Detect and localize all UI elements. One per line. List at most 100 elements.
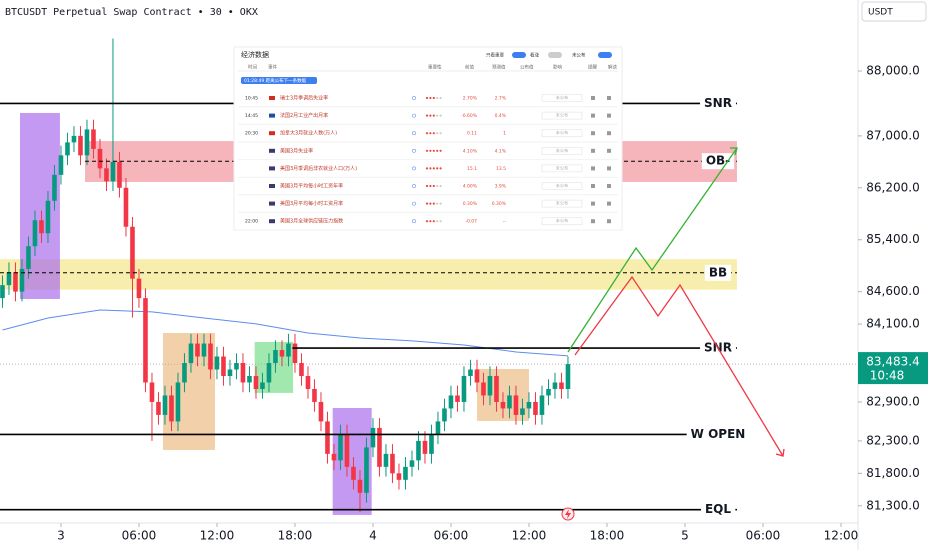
last-price-label: 83,483.4 (866, 355, 919, 369)
candle-body (299, 363, 304, 376)
axes: 88,000.0 87,000.0 86,200.0 85,400.0 84,600.0… (57, 63, 928, 543)
actual-value: 未公布 (556, 182, 569, 189)
level-label: EQL (705, 502, 731, 516)
actual-value: 未公布 (556, 112, 569, 119)
candle-body (32, 220, 38, 247)
importance-star (436, 184, 439, 188)
calendar-title: 经济数据 (241, 50, 269, 59)
forecast-value: 0.30% (492, 201, 507, 207)
analysis-icon[interactable] (607, 166, 611, 171)
toggle[interactable] (598, 52, 612, 58)
currency-selector[interactable] (861, 1, 927, 22)
analysis-icon[interactable] (607, 131, 611, 136)
analysis-icon[interactable] (607, 184, 611, 188)
importance-star (432, 114, 435, 117)
y-tick-label: 84,100.0 (866, 317, 919, 331)
candle-body (13, 272, 18, 292)
candle-body (494, 375, 499, 402)
y-tick-label: 87,000.0 (866, 128, 919, 142)
candle-body (552, 382, 558, 389)
importance-star (429, 132, 432, 135)
candle-body (396, 473, 402, 480)
x-tick-label: 06:00 (434, 529, 469, 543)
x-tick-label: 18:00 (590, 529, 625, 543)
x-tick-label: 06:00 (746, 529, 781, 543)
reminder-icon[interactable] (591, 184, 595, 188)
x-tick-label: 12:00 (824, 529, 859, 543)
x-tick-label: 5 (681, 529, 689, 543)
event-icon (412, 131, 416, 136)
toggle[interactable] (548, 52, 562, 58)
analysis-icon[interactable] (607, 219, 611, 224)
x-tick-label: 06:00 (122, 529, 157, 543)
y-tick-label: 88,000.0 (866, 63, 919, 77)
x-tick-label: 12:00 (512, 529, 547, 543)
candle-body (169, 395, 174, 422)
reminder-icon[interactable] (591, 96, 595, 100)
candle-body (182, 363, 187, 383)
reminder-icon[interactable] (591, 113, 595, 118)
event-name: 美国3月季调后非农就业人口(万人) (280, 165, 357, 172)
candle-body (403, 466, 408, 480)
candle-body (461, 375, 467, 402)
analysis-icon[interactable] (607, 113, 611, 118)
event-icon (412, 219, 416, 224)
candle-body (188, 343, 194, 364)
importance-star (439, 220, 442, 223)
projection-arrows (567, 147, 785, 457)
candle-body (104, 168, 109, 182)
actual-box (541, 147, 583, 155)
candle-body (331, 453, 337, 461)
prev-value: 0.30% (463, 201, 478, 207)
arrow-head (730, 147, 738, 156)
flag (269, 166, 275, 171)
prev-value: 2.70% (463, 96, 478, 102)
candle-body (481, 382, 486, 396)
reminder-icon[interactable] (591, 219, 595, 224)
candle-body (143, 298, 148, 383)
forecast-value: 0.4% (495, 113, 507, 119)
importance-star (432, 149, 435, 152)
flag (269, 148, 275, 153)
candle-body (71, 135, 77, 143)
event-name: 瑞士3月季调后失业率 (280, 95, 328, 102)
y-tick-label: 86,200.0 (866, 180, 919, 194)
candle-body (390, 453, 395, 474)
importance-star (432, 96, 435, 100)
actual-box (541, 129, 583, 137)
calendar-header: 重要性 (428, 64, 442, 71)
reminder-icon[interactable] (591, 148, 595, 153)
candle-body (474, 369, 480, 383)
candle-body (364, 447, 369, 493)
moving-average (2, 309, 569, 357)
analysis-icon[interactable] (607, 201, 611, 206)
candle-body (468, 369, 473, 376)
candle-body (422, 440, 428, 454)
candle-body (84, 129, 90, 156)
reminder-icon[interactable] (591, 166, 595, 171)
importance-star (436, 220, 439, 223)
reminder-icon[interactable] (591, 201, 595, 206)
reminder-icon[interactable] (591, 131, 595, 136)
toggle-label: 只看重要 (486, 52, 504, 59)
candle-body (351, 466, 356, 480)
candle-body (247, 375, 252, 383)
importance-star (439, 167, 442, 170)
level-label: OB- (706, 154, 730, 168)
level-label: BB (709, 265, 727, 279)
calendar-header: 提醒 (588, 64, 597, 71)
importance-star (432, 220, 435, 223)
event-time: 22:00 (245, 219, 258, 225)
bullish-path (567, 147, 738, 353)
toggle[interactable] (512, 52, 526, 58)
x-tick-label: 12:00 (200, 529, 235, 543)
level-label: W OPEN (691, 427, 746, 441)
analysis-icon[interactable] (607, 96, 611, 100)
candle-body (208, 343, 213, 370)
forecast-value: 1 (503, 131, 506, 137)
arrow-head (775, 448, 785, 457)
candle-body (565, 364, 571, 389)
analysis-icon[interactable] (607, 148, 611, 153)
level-label-bg (700, 95, 736, 112)
forecast-value: 4.1% (495, 148, 507, 154)
